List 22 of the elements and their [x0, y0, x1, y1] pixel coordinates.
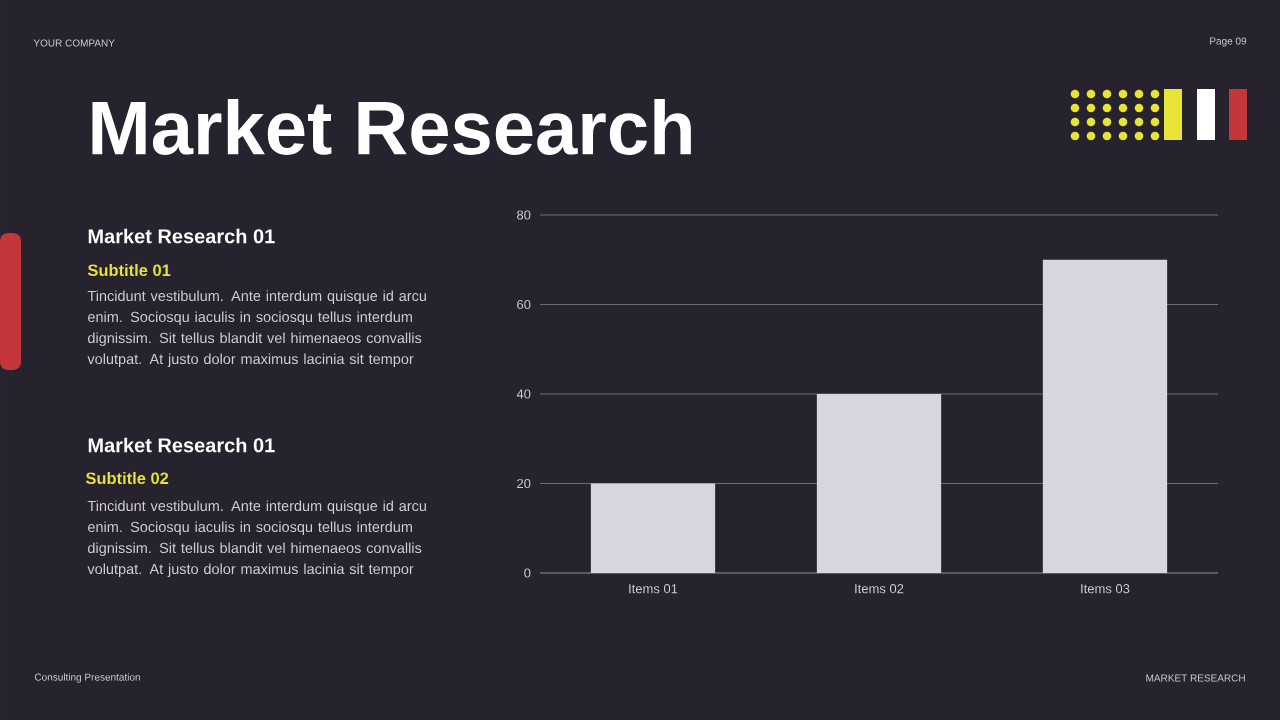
text: Subtitle 02: [85, 471, 169, 485]
bar: [590, 483, 716, 573]
y-tick-label: 60: [517, 299, 531, 310]
chart-title: Market Research: [92, 99, 691, 155]
text: Subtitle 01: [87, 263, 171, 277]
bar: [1042, 259, 1168, 573]
y-tick-label: 0: [524, 568, 531, 578]
bar: [816, 394, 942, 573]
text: Tincidunt vestibulum. Ante interdum quisque id arcu enim. Sociosqu iaculis in sociosqu tellus interdum dignissim. Sit tellus blandit vel himenaeos convallis volutpat. At justo dolor maximus lacinia sit tempor: [87, 500, 426, 577]
x-tick-label: Items 03: [1081, 584, 1130, 594]
y-tick-label: 40: [516, 389, 531, 399]
x-tick-label: Items 01: [629, 584, 678, 594]
text: Market Research 01: [88, 228, 275, 244]
text: YOUR COMPANY: [33, 39, 115, 47]
text: Consulting Presentation: [34, 673, 140, 683]
text: Tincidunt vestibulum. Ante interdum quisque id arcu enim. Sociosqu iaculis in sociosqu tellus interdum dignissim. Sit tellus blandit vel himenaeos convallis volutpat. At justo dolor maximus lacinia sit tempor: [87, 290, 426, 367]
x-tick-label: Items 02: [855, 584, 904, 594]
text: Page 09: [1210, 37, 1247, 47]
text: MARKET RESEARCH: [1146, 674, 1245, 682]
y-tick-label: 20: [517, 478, 531, 489]
text: Market Research 01: [88, 437, 275, 453]
y-tick-label: 80: [517, 210, 531, 220]
